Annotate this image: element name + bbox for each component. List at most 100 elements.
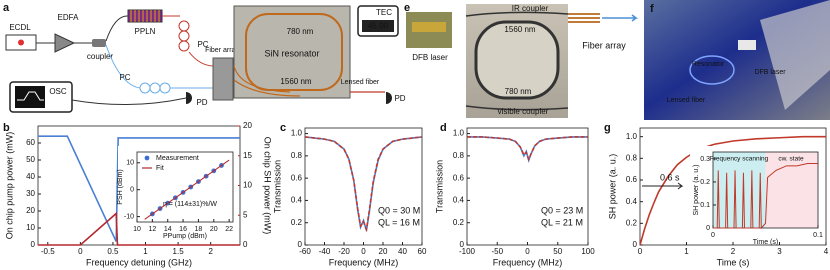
annotation: 0.6 s bbox=[660, 172, 680, 182]
y2-tick-label: 0 bbox=[243, 240, 248, 249]
fiber bbox=[188, 51, 215, 67]
pc-coil bbox=[149, 82, 161, 94]
chip bbox=[233, 5, 351, 99]
pc-coil bbox=[178, 40, 190, 52]
inset-background bbox=[118, 146, 238, 242]
y-axis-label: SH power (a. u.) bbox=[607, 154, 617, 220]
y-tick-label: 0.6 bbox=[453, 173, 465, 182]
y2-axis-label: On chip SH power (mW) bbox=[263, 137, 273, 235]
y-tick-label: 0 bbox=[460, 240, 465, 249]
y-tick-label: 0.2 bbox=[291, 218, 303, 227]
y-tick-label: 0.2 bbox=[700, 179, 710, 186]
panel-e: e DFB laser IR coupler 1560 nm 780 nm vi… bbox=[404, 2, 639, 118]
ppln-stripes bbox=[130, 10, 160, 22]
x-tick-label: -0.5 bbox=[41, 247, 55, 256]
x-tick-label: 14 bbox=[164, 226, 172, 233]
y-axis-label: On chip pump power (mW) bbox=[4, 132, 14, 240]
annotation: Q0 = 23 M bbox=[541, 205, 583, 215]
y-tick-label: 0.1 bbox=[700, 202, 710, 209]
x-tick-label: 0 bbox=[78, 247, 83, 256]
annotation: QL = 21 M bbox=[541, 217, 583, 227]
annotation: η = (114±31)%/W bbox=[163, 201, 217, 208]
x-axis-label: Frequency (MHz) bbox=[493, 257, 563, 267]
label: Fiber array bbox=[582, 40, 626, 50]
tec-display bbox=[362, 20, 394, 32]
y-tick-label: 50 bbox=[26, 155, 35, 164]
osc-trace bbox=[17, 91, 44, 101]
y-tick-label: 0.8 bbox=[453, 151, 465, 160]
y-tick-label: 0 bbox=[633, 240, 638, 249]
y-tick-label: 0 bbox=[706, 225, 710, 232]
x-tick-label: 16 bbox=[179, 226, 187, 233]
bus-waveguide bbox=[233, 65, 301, 97]
ring bbox=[474, 20, 560, 100]
y-axis-label: Transmission bbox=[272, 160, 282, 213]
y-tick-label: 0.8 bbox=[626, 153, 638, 162]
label: IR coupler bbox=[512, 4, 549, 13]
label: DFB laser bbox=[412, 53, 448, 62]
plot-frame bbox=[304, 127, 423, 246]
y-axis-label: Transmission bbox=[434, 160, 444, 213]
x-axis-label: Frequency detuning (GHz) bbox=[86, 257, 192, 267]
x-tick-label: -50 bbox=[491, 247, 503, 256]
label: PD bbox=[394, 94, 405, 103]
x-tick-label: 18 bbox=[195, 226, 203, 233]
legend-label: Fit bbox=[156, 165, 164, 172]
label: 780 nm bbox=[287, 27, 314, 36]
x-tick-label: 60 bbox=[418, 247, 427, 256]
panel-label: f bbox=[650, 3, 654, 15]
x-tick-label: 2 bbox=[208, 247, 213, 256]
x-tick-label: 3 bbox=[777, 247, 782, 256]
label: 1560 nm bbox=[280, 77, 311, 86]
data-line bbox=[144, 159, 230, 220]
fiber-array bbox=[212, 57, 234, 101]
x-tick-label: 10 bbox=[133, 226, 141, 233]
y-tick-label: 10 bbox=[26, 223, 35, 232]
y-tick-label: 10 bbox=[126, 160, 134, 167]
x-tick-label: 0 bbox=[525, 247, 530, 256]
data-line bbox=[713, 163, 818, 230]
x-tick-label: 0.1 bbox=[813, 232, 823, 239]
y-tick-label: 1.0 bbox=[291, 129, 303, 138]
x-axis-label: Time (s) bbox=[753, 239, 778, 246]
data-line bbox=[38, 211, 240, 246]
y-tick-label: 40 bbox=[26, 172, 35, 181]
y-tick-label: 1.0 bbox=[453, 129, 465, 138]
legend-marker bbox=[144, 155, 150, 161]
label: ECDL bbox=[9, 23, 31, 32]
region-shade bbox=[713, 152, 766, 228]
x-tick-label: 50 bbox=[553, 247, 562, 256]
y-tick-label: 0.4 bbox=[291, 196, 303, 205]
label: OSC bbox=[49, 87, 67, 96]
y-tick-label: 0 bbox=[298, 240, 303, 249]
x-tick-label: 0 bbox=[638, 247, 643, 256]
y-tick-label: 30 bbox=[26, 189, 35, 198]
y2-tick-label: 10 bbox=[243, 181, 252, 190]
x-tick-label: -40 bbox=[319, 247, 331, 256]
y-tick-label: 1.0 bbox=[626, 132, 638, 141]
x-tick-label: 1 bbox=[684, 247, 689, 256]
pc-coil bbox=[159, 82, 171, 94]
panel-label: b bbox=[3, 122, 10, 134]
pc-coil bbox=[139, 82, 151, 94]
region-shade bbox=[765, 152, 818, 228]
x-tick-label: 1.5 bbox=[173, 247, 185, 256]
y2-tick-label: 20 bbox=[243, 121, 252, 130]
pc-coil bbox=[178, 30, 190, 42]
label: 1560 nm bbox=[504, 25, 535, 34]
panel-label: d bbox=[440, 122, 447, 134]
y-tick-label: 0.2 bbox=[626, 218, 638, 227]
resonator bbox=[689, 55, 735, 85]
laser-icon bbox=[18, 39, 24, 46]
y-tick-label: 0.6 bbox=[626, 175, 638, 184]
x-tick-label: 0 bbox=[711, 232, 715, 239]
annotation-arrow bbox=[642, 182, 684, 190]
ir-coupler bbox=[465, 11, 569, 17]
fiber-array bbox=[568, 13, 600, 23]
panel-label: g bbox=[604, 122, 611, 134]
y-tick-label: 0.4 bbox=[453, 196, 465, 205]
label: PPLN bbox=[135, 27, 156, 36]
plot-frame bbox=[712, 151, 819, 229]
x-tick-label: 40 bbox=[398, 247, 407, 256]
